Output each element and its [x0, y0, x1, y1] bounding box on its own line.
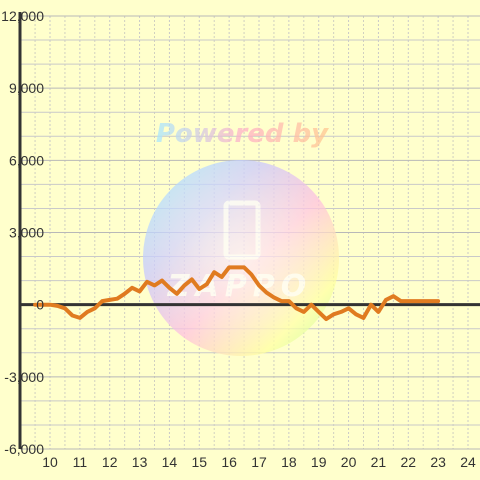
- x-tick-label: 13: [132, 454, 148, 470]
- series-line: [33, 265, 441, 322]
- x-tick-label: 24: [460, 454, 476, 470]
- x-tick-label: 10: [42, 454, 58, 470]
- x-tick-label: 15: [191, 454, 207, 470]
- y-tick-label: -3,000: [4, 369, 44, 385]
- watermark-brand: ZAPPO: [167, 269, 312, 304]
- x-tick-label: 16: [221, 454, 237, 470]
- tick-labels: -6,000 -3,000 0 3,000 6,000 9,000 12,000 10 11 12…: [1, 8, 476, 470]
- y-tick-label: 6,000: [9, 152, 44, 168]
- x-tick-label: 23: [430, 454, 446, 470]
- x-tick-label: 18: [281, 454, 297, 470]
- x-tick-label: 11: [73, 454, 88, 470]
- x-tick-label: 21: [371, 454, 387, 470]
- y-tick-label: 0: [36, 297, 44, 313]
- x-tick-label: 17: [251, 454, 267, 470]
- x-tick-label: 12: [102, 454, 118, 470]
- watermark: Powered by ZAPPO: [143, 119, 339, 356]
- y-tick-label: 12,000: [1, 8, 44, 24]
- watermark-mark-icon: [223, 200, 261, 260]
- x-tick-label: 20: [341, 454, 357, 470]
- series-layer: [33, 265, 441, 322]
- x-tick-label: 22: [400, 454, 416, 470]
- watermark-title: Powered by: [156, 119, 329, 149]
- y-tick-label: 3,000: [9, 225, 44, 241]
- x-tick-label: 14: [162, 454, 178, 470]
- y-tick-label: -6,000: [4, 441, 44, 457]
- y-tick-label: 9,000: [9, 80, 44, 96]
- x-tick-label: 19: [311, 454, 327, 470]
